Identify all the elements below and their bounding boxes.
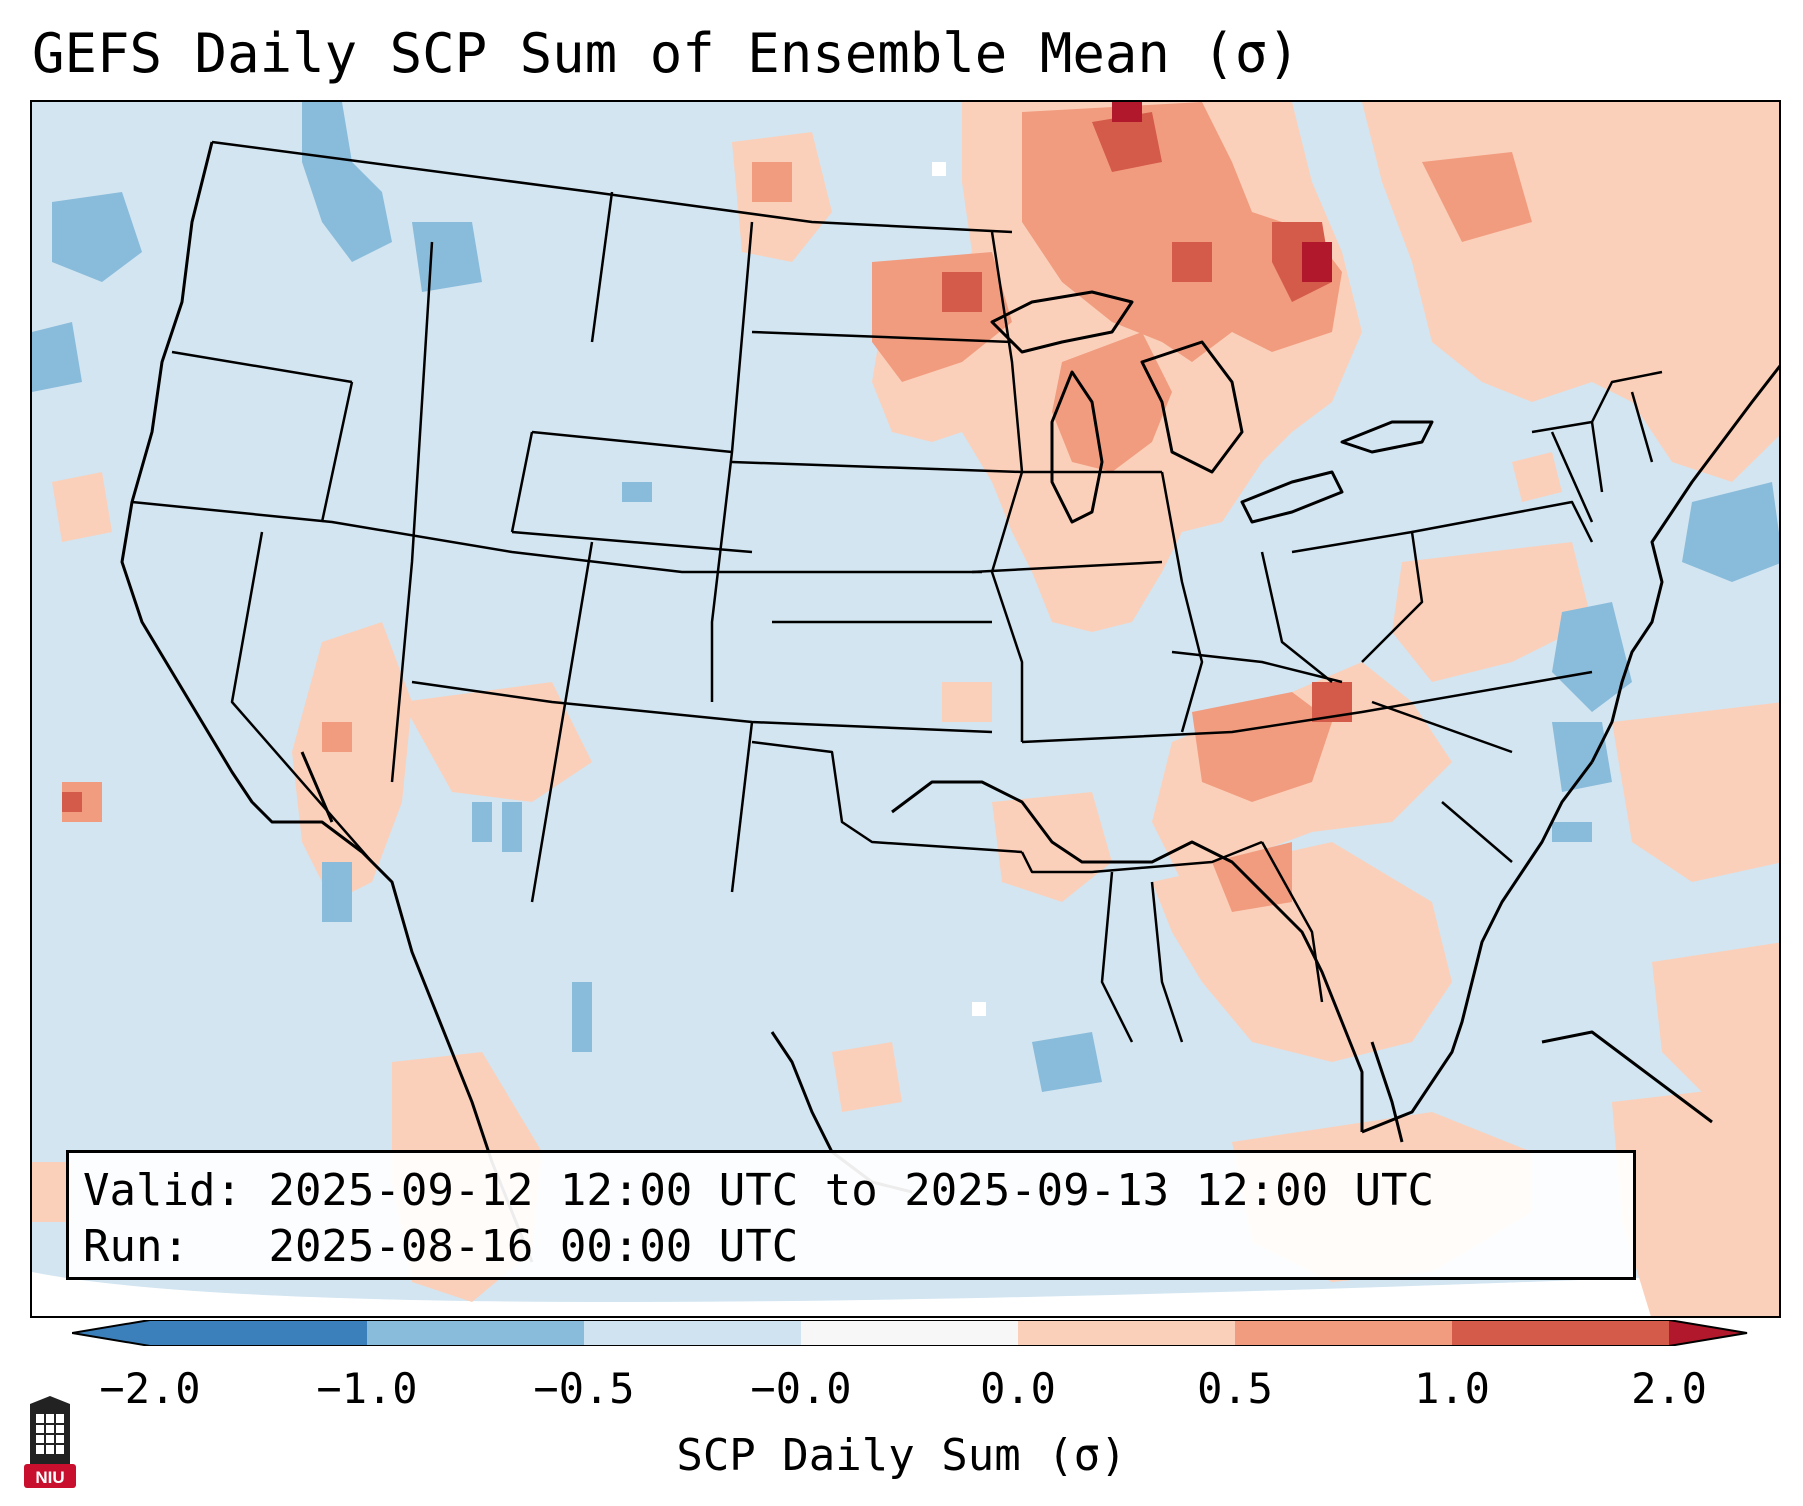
colorbar-extend-low [72,1320,150,1346]
anomaly-negative [32,102,1779,1092]
valid-label: Valid: [83,1165,242,1216]
colorbar-segment-7 [1452,1320,1669,1346]
colorbar-tick-label: −0.5 [533,1364,635,1413]
niu-logo-band [24,1464,76,1488]
colorbar-segment-4 [801,1320,1018,1346]
niu-logo-icon: NIU [24,1396,76,1488]
colorbar-tick-label: 2.0 [1631,1364,1707,1413]
colorbar-extend-high [1669,1320,1747,1346]
colorbar-segment-2 [367,1320,584,1346]
colorbar-tick-label: 0.5 [1197,1364,1273,1413]
colorbar-segment-5 [1018,1320,1235,1346]
anomaly-positive-max [1112,102,1332,282]
valid-run-info-box: Valid: 2025-09-12 12:00 UTC to 2025-09-1… [66,1150,1636,1280]
run-label: Run: [83,1221,189,1272]
colorbar-segment-3 [584,1320,801,1346]
colorbar-segment-6 [1235,1320,1452,1346]
map-svg [32,102,1779,1316]
domain-edge [32,1272,1779,1316]
colorbar-tick-label: −0.0 [750,1364,852,1413]
valid-value: 2025-09-12 12:00 UTC to 2025-09-13 12:00… [268,1165,1435,1216]
colorbar-tick-label: 0.0 [980,1364,1056,1413]
colorbar-tick-label: 1.0 [1414,1364,1490,1413]
state-boundaries [131,140,1663,1043]
run-value: 2025-08-16 00:00 UTC [268,1221,799,1272]
colorbar-tick-label: −2.0 [99,1364,201,1413]
colorbar [72,1320,1748,1346]
colorbar-title: SCP Daily Sum (σ) [676,1430,1127,1481]
map-title: GEFS Daily SCP Sum of Ensemble Mean (σ) [32,22,1300,85]
colorbar-segment-1 [150,1320,367,1346]
colorbar-outline [72,1320,1748,1346]
colorbar-tick-label: −1.0 [316,1364,418,1413]
map-panel[interactable] [30,100,1781,1318]
anomaly-neutral [932,162,986,1016]
niu-logo-text: NIU [35,1468,64,1487]
great-lakes [990,290,1434,524]
